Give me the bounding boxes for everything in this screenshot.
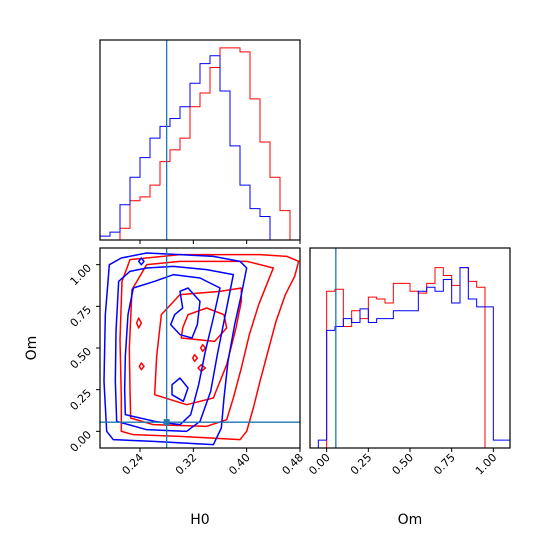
h0-histogram-plot: [100, 40, 300, 240]
y-tick-label-om: 0.25: [68, 387, 95, 414]
x-tick-label-om: 0.50: [390, 451, 417, 478]
h0-histogram-frame: [99, 39, 301, 241]
red-contour-line: [197, 363, 207, 373]
blue-contour-line: [103, 252, 248, 446]
blue-contour-line: [123, 273, 221, 426]
red-contour-line: [135, 317, 143, 329]
contour-panel: 0.24 0.32 0.40 0.480.000.250.500.751.00 H0 …: [24, 247, 307, 528]
blue-contour-line: [114, 265, 235, 433]
red-h0-histogram-step: [100, 47, 300, 240]
x-tick-label-h0: 0.24: [120, 451, 147, 478]
x-axis-label-h0: H0: [190, 512, 209, 528]
blue-contour-line: [171, 377, 189, 403]
y-tick-label-om: 1.00: [68, 262, 95, 289]
red-contour-line: [191, 353, 199, 363]
contour-plot: [100, 248, 300, 448]
red-om-histogram-step: [310, 267, 510, 448]
y-tick-label-om: 0.75: [68, 303, 95, 330]
x-tick-label-h0: 0.40: [226, 451, 253, 478]
y-axis-label-om: Om: [24, 336, 40, 361]
x-tick-label-om: 1.00: [473, 451, 500, 478]
x-tick-label-h0: 0.32: [173, 451, 200, 478]
h0-histogram-panel: [99, 39, 301, 244]
x-tick-label-h0: 0.48: [280, 451, 307, 478]
y-tick-label-om: 0.50: [68, 345, 95, 372]
x-tick-label-om: 0.00: [306, 451, 333, 478]
blue-contour-line: [137, 257, 145, 266]
blue-om-histogram-step: [310, 267, 510, 448]
blue-h0-histogram-step: [100, 55, 300, 240]
om-histogram-ticks: 0.00 0.25 0.50 0.75 1.00: [306, 448, 499, 477]
om-histogram-panel: 0.00 0.25 0.50 0.75 1.00 Om: [306, 247, 511, 528]
h0-histogram-ticks: [139, 240, 301, 244]
y-tick-label-om: 0.00: [68, 428, 95, 455]
truth-marker: [163, 419, 170, 426]
x-tick-label-om: 0.25: [348, 451, 375, 478]
om-histogram-plot: [310, 248, 510, 448]
x-axis-label-om: Om: [398, 512, 423, 528]
blue-contour-line: [169, 287, 201, 339]
x-tick-label-om: 0.75: [431, 451, 458, 478]
om-histogram-frame: [309, 247, 511, 449]
red-contour-line: [199, 343, 207, 353]
red-contour-line: [138, 362, 145, 371]
